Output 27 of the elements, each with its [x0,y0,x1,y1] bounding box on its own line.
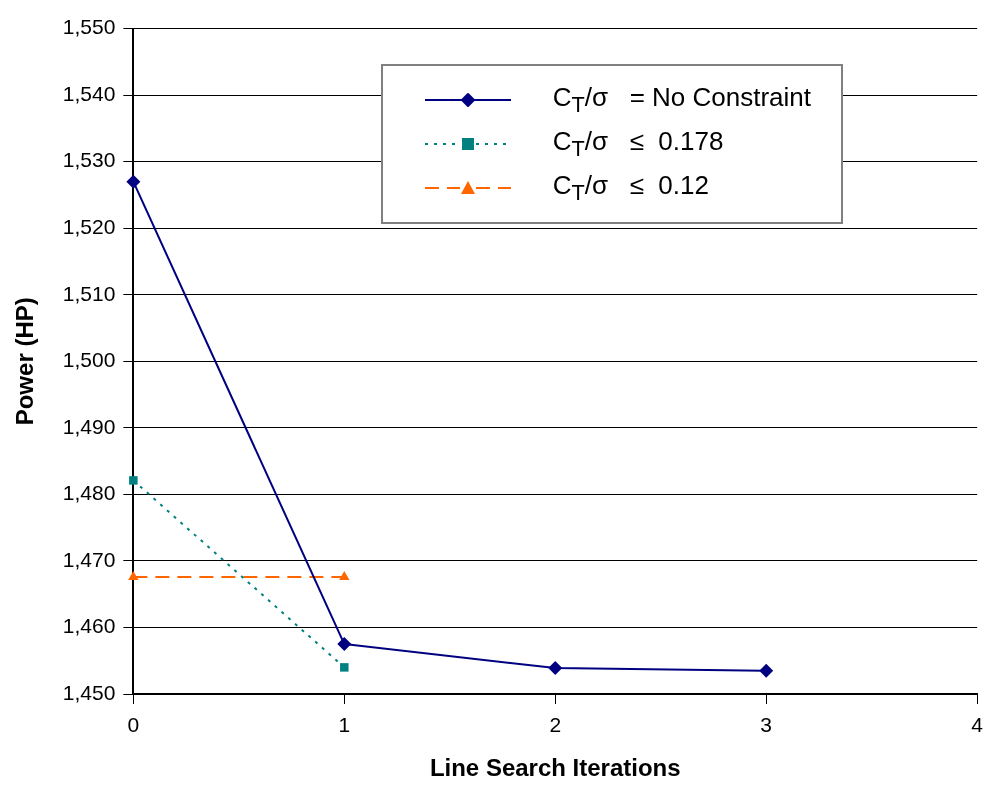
x-tick-label: 3 [760,713,773,737]
point [759,663,774,678]
y-tick-label: 1,470 [62,547,116,571]
point [337,637,352,652]
x-tick-label: 2 [549,713,562,737]
point [548,661,563,676]
legend-label: C$_{T}$/σ ≤ 0.12 [552,169,709,207]
y-tick-label: 1,540 [62,81,116,105]
y-tick-label: 1,550 [62,15,116,39]
y-axis-title: Power (HP) [11,297,39,426]
y-tick-label: 1,460 [62,614,116,638]
y-tick-label: 1,450 [62,680,116,704]
x-tick-label: 4 [971,713,984,737]
point [126,174,141,189]
legend-label: C$_{T}$/σ = No Constraint [552,81,811,119]
y-tick-label: 1,520 [62,215,116,239]
y-tick-label: 1,530 [62,148,116,172]
y-tick-label: 1,490 [62,414,116,438]
y-tick-label: 1,500 [62,348,116,372]
x-tick-label: 0 [127,713,140,737]
x-tick-label: 1 [338,713,351,737]
legend-label: C$_{T}$/σ ≤ 0.178 [552,125,724,163]
y-tick-label: 1,510 [62,281,116,305]
x-axis-title: Line Search Iterations [429,754,681,782]
point [129,476,138,485]
point [340,663,349,672]
y-tick-label: 1,480 [62,481,116,505]
